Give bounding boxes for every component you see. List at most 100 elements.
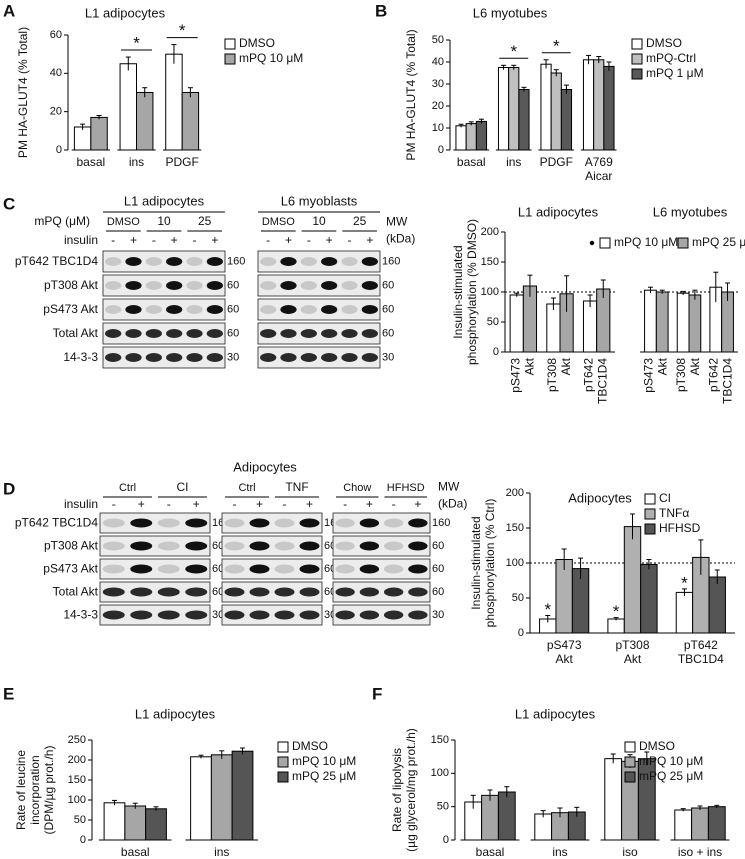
blot-band <box>321 305 338 314</box>
blot-mw: 30 <box>212 609 224 621</box>
blot-strip <box>257 298 381 321</box>
blot-strip <box>221 581 323 603</box>
bar <box>603 65 615 151</box>
blot-band <box>300 257 317 266</box>
blot-band <box>321 257 338 266</box>
blot-mw: 60 <box>227 279 239 291</box>
blot-insulin-state: - <box>307 233 311 247</box>
panel-letter: C <box>3 194 15 213</box>
blot-band <box>335 587 355 597</box>
chart-title: L1 adipocytes <box>135 706 216 721</box>
blot-row-label: 14-3-3 <box>63 608 98 622</box>
blot-band <box>249 518 270 528</box>
blot-band <box>224 564 245 574</box>
blot-band <box>105 329 122 338</box>
bar <box>593 59 605 151</box>
bar <box>640 563 658 634</box>
blot-group-label: DMSO <box>107 216 140 228</box>
blot-insulin-state: - <box>343 497 347 511</box>
blot-band <box>185 587 208 597</box>
blot-band <box>299 541 320 551</box>
blot-insulin-state: + <box>211 233 218 247</box>
blot-band <box>359 541 380 551</box>
legend-label: mPQ 25 μM <box>692 235 745 249</box>
blot-mw: 60 <box>432 563 444 575</box>
bar <box>676 292 690 353</box>
legend-swatch <box>624 771 636 783</box>
blot-band <box>206 281 223 290</box>
bar <box>475 120 488 151</box>
bar <box>707 806 726 841</box>
blot-row-label: pT642 TBC1D4 <box>15 254 98 268</box>
x-tick-label: PDGF <box>540 155 573 169</box>
blot-band <box>145 353 162 362</box>
blot-group-label: CI <box>177 480 189 494</box>
blot-band <box>102 587 125 597</box>
legend-dot <box>589 240 595 246</box>
blot-band <box>260 281 277 290</box>
blot-strip <box>332 604 431 626</box>
y-tick-label: 50 <box>432 34 444 46</box>
blot-band <box>341 353 358 362</box>
y-tick-label: 60 <box>50 29 62 41</box>
blot-mw: 60 <box>212 563 224 575</box>
bar <box>708 576 726 634</box>
blot-band <box>185 518 208 528</box>
bar <box>231 750 254 841</box>
legend-label: mPQ 25 μM <box>639 769 703 783</box>
bar <box>103 802 126 841</box>
blot-strip <box>332 558 431 580</box>
bar <box>582 300 598 353</box>
blot-band <box>157 610 180 620</box>
legend-swatch <box>277 756 289 768</box>
x-tick-label: ins <box>129 155 144 169</box>
x-tick-label: iso + ins <box>678 845 722 859</box>
x-tick-label: pS473Akt <box>509 357 537 392</box>
blot-band <box>274 541 295 551</box>
blot-band <box>260 257 277 266</box>
bar <box>73 126 92 151</box>
y-tick-label: 50 <box>74 814 86 826</box>
blot-row-label: 14-3-3 <box>63 350 98 364</box>
panel-letter: D <box>3 479 15 498</box>
blot-band <box>224 587 245 597</box>
legend-swatch <box>631 38 643 50</box>
legend-label: DMSO <box>639 739 675 753</box>
blot-band <box>359 587 380 597</box>
legend-label: DMSO <box>292 739 328 753</box>
legend-label: mPQ 10 μM <box>614 235 678 249</box>
bar <box>481 794 499 841</box>
panel-letter: F <box>372 684 382 703</box>
blot-band <box>125 305 142 314</box>
y-tick-label: 0 <box>518 627 524 639</box>
blot-row-label: Total Akt <box>53 585 99 599</box>
bar <box>540 63 552 151</box>
x-tick-label: basal <box>476 845 505 859</box>
x-tick-label: basal <box>121 845 150 859</box>
blot-insulin-state: - <box>112 497 116 511</box>
blot-insulin-state: - <box>233 497 237 511</box>
blot-row-label: pS473 Akt <box>43 562 98 576</box>
blot-band <box>260 305 277 314</box>
blot-band <box>186 281 203 290</box>
y-tick-label: 200 <box>68 754 86 766</box>
blot-strip <box>99 535 211 557</box>
x-tick-label: basal <box>457 155 486 169</box>
bar <box>555 559 573 634</box>
bar <box>688 294 702 353</box>
blot-insulin-state: - <box>283 497 287 511</box>
blot-band <box>280 281 297 290</box>
blot-mw: 60 <box>382 327 394 339</box>
blot-mw: 30 <box>227 351 239 363</box>
bar <box>560 89 573 151</box>
blot-row-label: pT642 TBC1D4 <box>15 516 98 530</box>
blot-group-label: HFHSD <box>387 482 425 494</box>
blot-band <box>299 518 320 528</box>
blot-band <box>274 564 295 574</box>
blot-band <box>335 610 355 620</box>
blot-band <box>157 541 180 551</box>
blot-mw: 60 <box>432 540 444 552</box>
bar <box>465 123 477 151</box>
blot-band <box>280 257 297 266</box>
